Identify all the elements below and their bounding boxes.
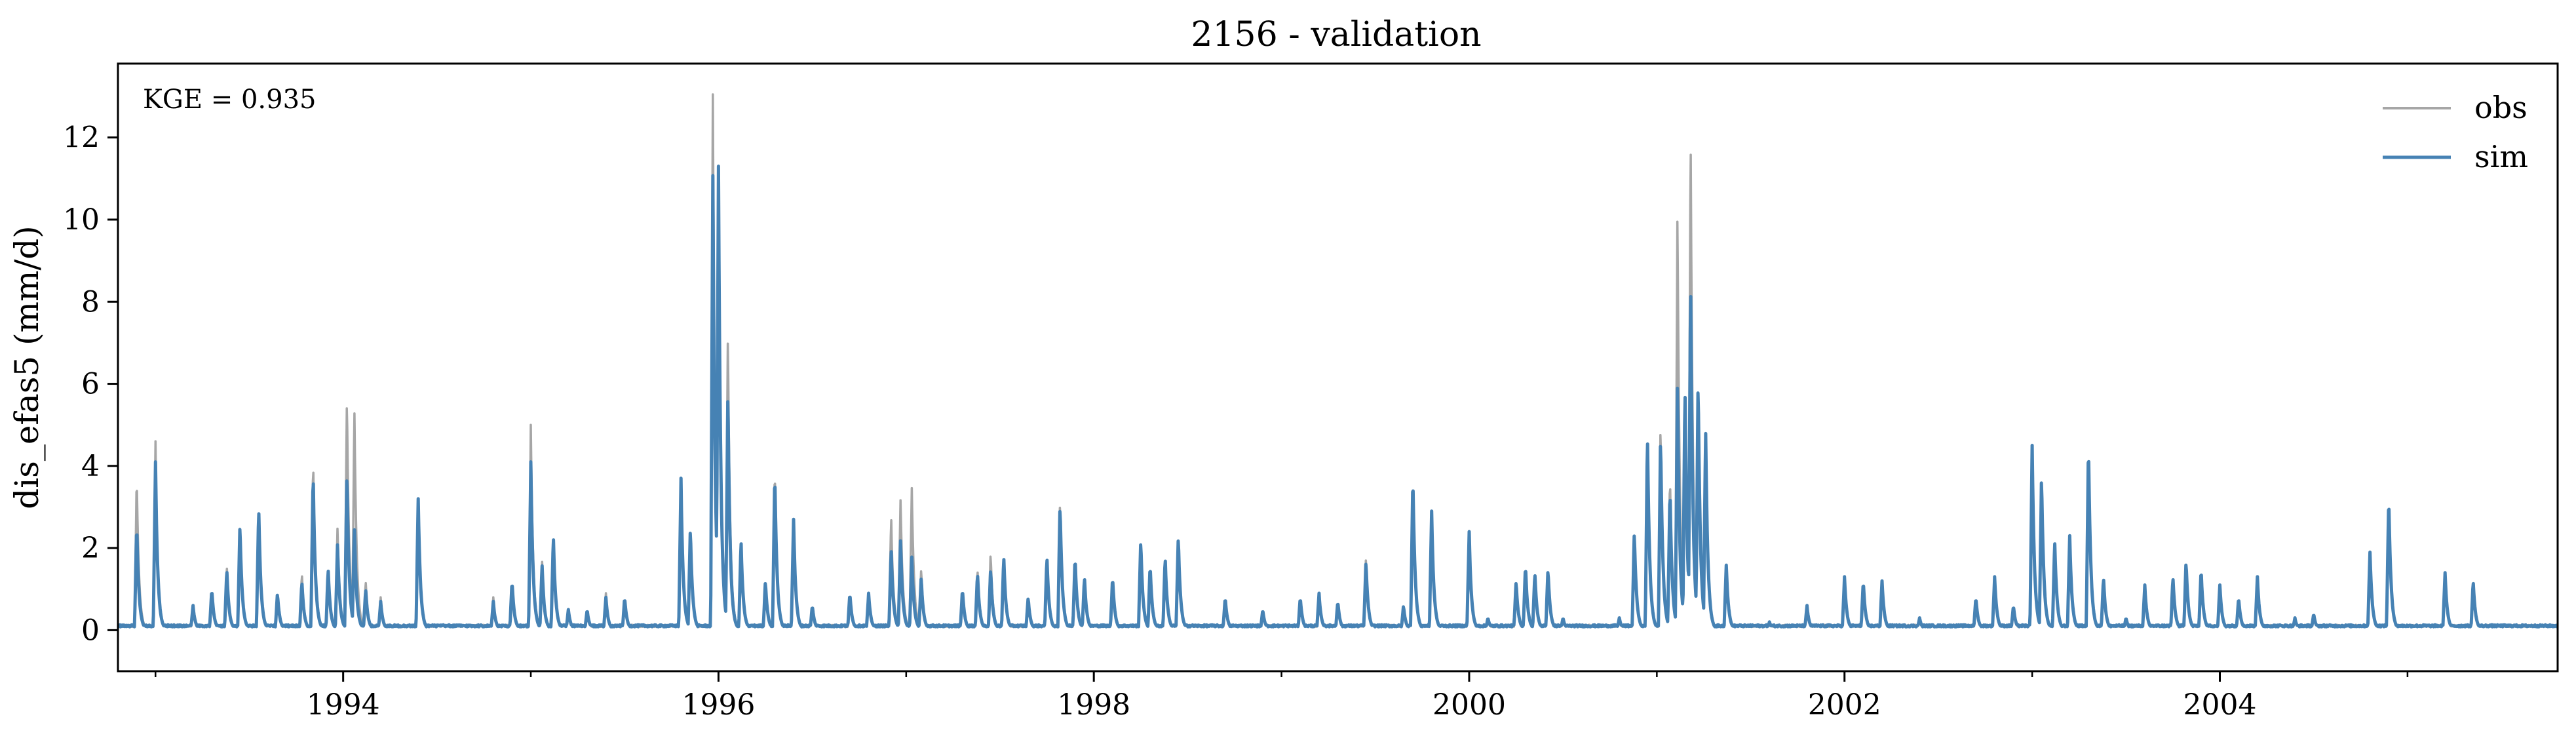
y-tick-label-10: 10	[63, 203, 100, 237]
legend: obs sim	[2383, 90, 2528, 174]
plot-area	[118, 93, 2558, 629]
series-line-sim	[118, 165, 2558, 629]
axes-frame	[117, 62, 2559, 673]
x-tick-label-2004: 2004	[2183, 688, 2257, 722]
x-tick-label-1994: 1994	[307, 688, 380, 722]
x-axis: 1994 1996 1998 2000 2002 2004	[155, 671, 2409, 722]
x-tick-label-2002: 2002	[1808, 688, 1881, 722]
kge-annotation: KGE = 0.935	[143, 85, 317, 115]
y-tick-label-2: 2	[81, 532, 100, 565]
y-tick-label-4: 4	[81, 450, 100, 483]
x-tick-label-1996: 1996	[682, 688, 755, 722]
y-axis: 0 2 4 6 8 10 12	[63, 121, 118, 647]
y-tick-label-12: 12	[63, 121, 100, 155]
x-tick-label-2000: 2000	[1432, 688, 1506, 722]
y-tick-label-8: 8	[81, 285, 100, 319]
chart-title: 2156 - validation	[1191, 15, 1481, 54]
x-tick-label-1998: 1998	[1057, 688, 1130, 722]
legend-sim-label: sim	[2474, 139, 2528, 174]
y-axis-label: dis_efas5 (mm/d)	[8, 225, 46, 509]
series-line-obs	[118, 93, 2558, 629]
y-tick-label-0: 0	[81, 614, 100, 647]
legend-obs-label: obs	[2474, 90, 2528, 125]
y-tick-label-6: 6	[81, 368, 100, 401]
